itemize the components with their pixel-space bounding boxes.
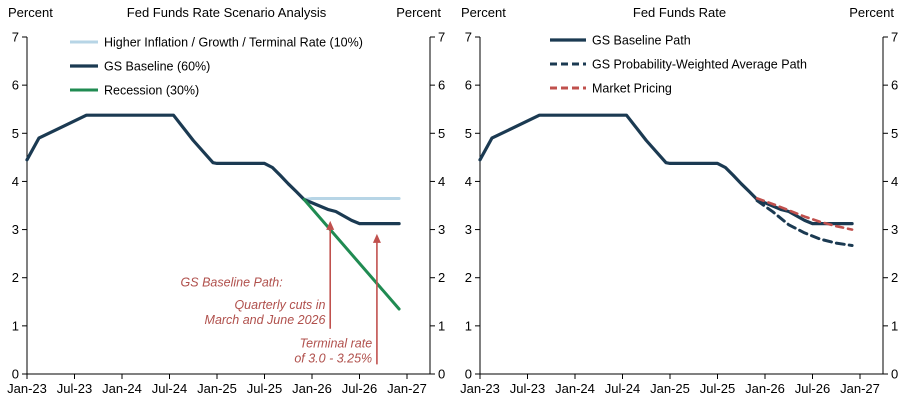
y-tick-label: 5 bbox=[438, 126, 445, 141]
y-tick-label: 4 bbox=[438, 174, 445, 189]
y-axis-unit-right: Percent bbox=[396, 5, 441, 20]
right-chart-panel: Percent Fed Funds Rate Percent 0 0 1 1 2 2 3 3 4… bbox=[453, 0, 906, 407]
x-tick-label: Jan-23 bbox=[460, 381, 500, 396]
x-tick-label: Jul-24 bbox=[152, 381, 187, 396]
y-tick-label: 3 bbox=[438, 222, 445, 237]
y-axis-unit-left: Percent bbox=[8, 5, 53, 20]
fed-funds-rate-chart: 0 0 1 1 2 2 3 3 4 4 5 5 6 6 7 7 Jan-23 Jul-23 Jan-24 Jul-24… bbox=[460, 30, 898, 397]
series-higher-inflation-growth-terminal-rate-10 bbox=[302, 197, 401, 201]
series-market-pricing bbox=[755, 197, 854, 231]
x-tick-label: Jan-27 bbox=[840, 381, 880, 396]
y-tick-label: 6 bbox=[12, 78, 19, 93]
x-tick-label: Jan-23 bbox=[7, 381, 47, 396]
legend-item-label: Market Pricing bbox=[592, 82, 672, 96]
y-tick-label: 5 bbox=[465, 126, 472, 141]
legend-item-label: Recession (30%) bbox=[104, 84, 199, 98]
annotation-text: GS Baseline Path: bbox=[181, 275, 283, 289]
series-gs-baseline-path bbox=[478, 113, 854, 226]
x-tick-label: Jul-25 bbox=[700, 381, 735, 396]
annotation-arrow-head bbox=[326, 220, 335, 230]
x-tick-label: Jan-27 bbox=[387, 381, 427, 396]
chart-title: Fed Funds Rate Scenario Analysis bbox=[126, 5, 327, 20]
y-tick-label: 7 bbox=[438, 30, 445, 45]
annotation-text: of 3.0 - 3.25% bbox=[294, 352, 372, 366]
x-tick-label: Jan-25 bbox=[650, 381, 690, 396]
x-tick-label: Jan-25 bbox=[197, 381, 237, 396]
scenario-analysis-chart: 0 0 1 1 2 2 3 3 4 4 5 5 6 6 7 7 Jan-23 Jul-23 Jan-24 Jul-24… bbox=[7, 30, 445, 397]
annotation-text: Terminal rate bbox=[300, 337, 373, 351]
y-axis-unit-left: Percent bbox=[461, 5, 506, 20]
annotation-arrow-head bbox=[372, 233, 381, 243]
y-tick-label: 7 bbox=[465, 30, 472, 45]
x-tick-label: Jul-26 bbox=[795, 381, 830, 396]
x-tick-label: Jul-26 bbox=[342, 381, 377, 396]
legend-item-label: GS Probability-Weighted Average Path bbox=[592, 58, 807, 72]
y-tick-label: 2 bbox=[438, 270, 445, 285]
y-tick-label: 1 bbox=[891, 318, 898, 333]
y-tick-label: 6 bbox=[438, 78, 445, 93]
y-tick-label: 5 bbox=[891, 126, 898, 141]
y-tick-label: 7 bbox=[12, 30, 19, 45]
x-tick-label: Jul-25 bbox=[247, 381, 282, 396]
legend-item-label: GS Baseline (60%) bbox=[104, 60, 210, 74]
x-tick-label: Jan-26 bbox=[292, 381, 332, 396]
series-gs-baseline-60 bbox=[25, 113, 401, 226]
chart-title: Fed Funds Rate bbox=[632, 5, 727, 20]
y-tick-label: 4 bbox=[891, 174, 898, 189]
y-tick-label: 0 bbox=[12, 367, 19, 382]
annotation-text: Quarterly cuts in bbox=[234, 298, 325, 312]
y-tick-label: 0 bbox=[891, 367, 898, 382]
y-tick-label: 3 bbox=[891, 222, 898, 237]
x-tick-label: Jan-26 bbox=[745, 381, 785, 396]
y-tick-label: 5 bbox=[12, 126, 19, 141]
x-tick-label: Jan-24 bbox=[102, 381, 142, 396]
y-tick-label: 4 bbox=[12, 174, 19, 189]
legend-item-label: GS Baseline Path bbox=[592, 34, 691, 48]
y-tick-label: 1 bbox=[465, 318, 472, 333]
y-tick-label: 6 bbox=[465, 78, 472, 93]
legend-item-label: Higher Inflation / Growth / Terminal Rat… bbox=[104, 36, 363, 50]
y-tick-label: 3 bbox=[465, 222, 472, 237]
y-tick-label: 0 bbox=[465, 367, 472, 382]
y-axis-unit-right: Percent bbox=[849, 5, 894, 20]
series-recession-30 bbox=[302, 198, 401, 311]
x-tick-label: Jul-24 bbox=[605, 381, 640, 396]
y-tick-label: 1 bbox=[438, 318, 445, 333]
y-tick-label: 2 bbox=[891, 270, 898, 285]
y-tick-label: 3 bbox=[12, 222, 19, 237]
series-gs-probability-weighted-average-path bbox=[755, 199, 854, 247]
y-tick-label: 6 bbox=[891, 78, 898, 93]
y-tick-label: 0 bbox=[438, 367, 445, 382]
x-tick-label: Jan-24 bbox=[555, 381, 595, 396]
y-tick-label: 4 bbox=[465, 174, 472, 189]
x-tick-label: Jul-23 bbox=[57, 381, 92, 396]
left-chart-panel: Percent Fed Funds Rate Scenario Analysis… bbox=[7, 5, 445, 397]
y-tick-label: 2 bbox=[12, 270, 19, 285]
y-tick-label: 1 bbox=[12, 318, 19, 333]
y-tick-label: 7 bbox=[891, 30, 898, 45]
y-tick-label: 2 bbox=[465, 270, 472, 285]
annotation-text: March and June 2026 bbox=[205, 313, 326, 327]
x-tick-label: Jul-23 bbox=[510, 381, 545, 396]
